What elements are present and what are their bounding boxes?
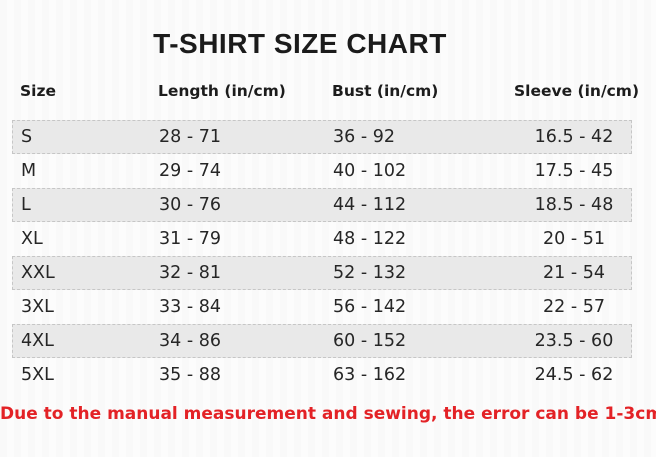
size-cell: XXL [21,263,55,283]
size-cell: 4XL [21,331,54,351]
length-cell: 30 - 76 [159,195,221,215]
size-cell: 5XL [21,365,54,385]
size-cell: XL [21,229,43,249]
bust-cell: 56 - 142 [333,297,407,317]
bust-cell: 63 - 162 [333,365,407,385]
length-cell: 32 - 81 [159,263,221,283]
table-body: S 28 - 71 36 - 92 16.5 - 42 M 29 - 74 40… [12,120,632,392]
table-row: XXL 32 - 81 52 - 132 21 - 54 [12,256,632,290]
column-header-bust: Bust (in/cm) [332,82,439,100]
sleeve-cell: 21 - 54 [543,263,605,283]
bust-cell: 40 - 102 [333,161,407,181]
column-header-sleeve: Sleeve (in/cm) [514,82,640,100]
sleeve-cell: 20 - 51 [543,229,605,249]
table-header-row: Size Length (in/cm) Bust (in/cm) Sleeve … [12,80,640,102]
length-cell: 33 - 84 [159,297,221,317]
length-cell: 35 - 88 [159,365,221,385]
column-header-size: Size [20,82,57,100]
page-title: T-SHIRT SIZE CHART [153,28,447,59]
table-row: S 28 - 71 36 - 92 16.5 - 42 [12,120,632,154]
length-cell: 29 - 74 [159,161,221,181]
bust-cell: 44 - 112 [333,195,407,215]
table-row: M 29 - 74 40 - 102 17.5 - 45 [12,154,632,188]
size-cell: 3XL [21,297,54,317]
table-row: 3XL 33 - 84 56 - 142 22 - 57 [12,290,632,324]
table-row: 5XL 35 - 88 63 - 162 24.5 - 62 [12,358,632,392]
size-cell: L [21,195,31,215]
sleeve-cell: 23.5 - 60 [534,331,614,351]
sleeve-cell: 22 - 57 [543,297,605,317]
size-cell: M [21,161,37,181]
measurement-disclaimer-note: Due to the manual measurement and sewing… [0,404,656,424]
sleeve-cell: 24.5 - 62 [534,365,614,385]
table-row: L 30 - 76 44 - 112 18.5 - 48 [12,188,632,222]
length-cell: 34 - 86 [159,331,221,351]
table-row: XL 31 - 79 48 - 122 20 - 51 [12,222,632,256]
sleeve-cell: 18.5 - 48 [534,195,614,215]
bust-cell: 52 - 132 [333,263,407,283]
bust-cell: 36 - 92 [333,127,395,147]
length-cell: 28 - 71 [159,127,221,147]
table-row: 4XL 34 - 86 60 - 152 23.5 - 60 [12,324,632,358]
bust-cell: 60 - 152 [333,331,407,351]
sleeve-cell: 16.5 - 42 [534,127,614,147]
sleeve-cell: 17.5 - 45 [534,161,614,181]
column-header-length: Length (in/cm) [158,82,286,100]
size-cell: S [21,127,33,147]
length-cell: 31 - 79 [159,229,221,249]
bust-cell: 48 - 122 [333,229,407,249]
